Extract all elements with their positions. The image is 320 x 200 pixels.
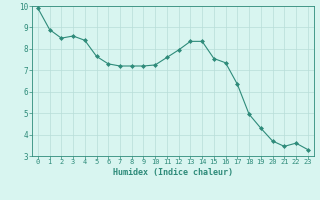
X-axis label: Humidex (Indice chaleur): Humidex (Indice chaleur) [113,168,233,177]
